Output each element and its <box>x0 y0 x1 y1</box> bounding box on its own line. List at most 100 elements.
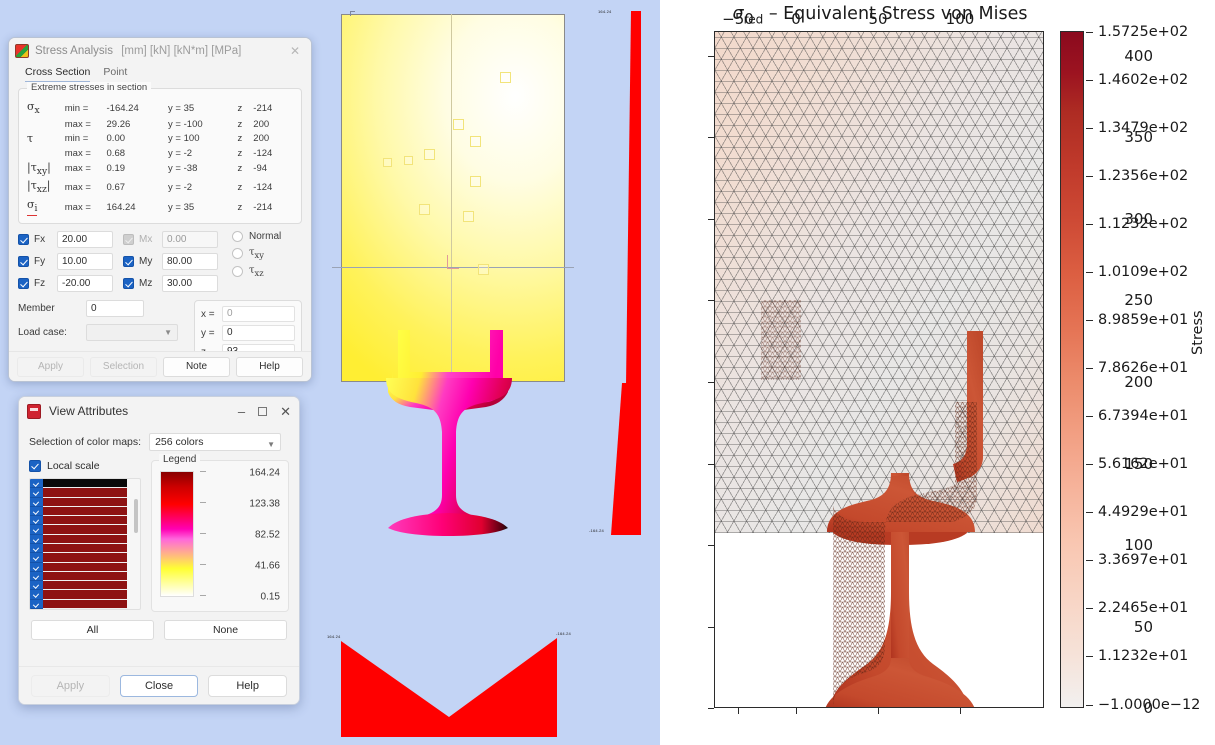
row-y: y = -38 <box>168 163 198 175</box>
colorbar-tick-label: 1.5725e+02 <box>1098 24 1189 40</box>
y-tick-label: 350 <box>1124 128 1153 146</box>
apply-button[interactable]: Apply <box>31 674 110 697</box>
list-item[interactable] <box>43 534 127 544</box>
moment-row-mz: Mz 30.00 <box>123 275 218 293</box>
list-item-checkbox[interactable] <box>30 600 43 609</box>
plot-axes[interactable] <box>714 31 1044 708</box>
list-item[interactable] <box>43 553 127 563</box>
row-y: y = 35 <box>168 201 195 213</box>
selection-button[interactable]: Selection <box>90 356 157 377</box>
list-item[interactable] <box>43 516 127 526</box>
list-item-checkbox[interactable] <box>30 572 43 582</box>
tab-point[interactable]: Point <box>103 66 128 78</box>
tab-cross-section[interactable]: Cross Section <box>25 66 91 82</box>
input-fx[interactable]: 20.00 <box>57 231 113 249</box>
list-item-checkbox[interactable] <box>30 488 43 498</box>
input-mz[interactable]: 30.00 <box>162 275 218 293</box>
list-item[interactable] <box>43 506 127 517</box>
legend-colorbar <box>160 471 194 597</box>
member-input[interactable]: 0 <box>86 300 144 318</box>
view-attributes-title: View Attributes <box>49 404 129 418</box>
list-item[interactable] <box>43 581 127 591</box>
list-item[interactable] <box>43 571 127 582</box>
checkbox-local-scale[interactable] <box>29 460 41 472</box>
radio-tau-xz[interactable] <box>232 266 243 278</box>
list-item-checkbox[interactable] <box>30 553 43 563</box>
stress-dialog-buttonbar: Apply Selection Note Help <box>9 351 311 381</box>
minimize-icon[interactable]: – <box>237 403 246 419</box>
diagram-value-label: -164.24 <box>589 528 604 533</box>
view-attributes-titlebar[interactable]: View Attributes – ✕ <box>19 397 299 425</box>
list-item-checkbox[interactable] <box>30 544 43 554</box>
checkbox-fz[interactable] <box>18 278 29 290</box>
row-y: y = -2 <box>168 182 193 194</box>
row-kind: max = <box>64 163 91 175</box>
colormap-list-checkboxes[interactable] <box>30 479 43 609</box>
list-item[interactable] <box>43 525 127 535</box>
close-icon[interactable]: ✕ <box>280 403 291 419</box>
input-mx[interactable]: 0.00 <box>162 231 218 249</box>
radio-normal[interactable] <box>232 231 243 243</box>
list-item-checkbox[interactable] <box>30 525 43 535</box>
checkbox-fx[interactable] <box>18 234 29 246</box>
loadcase-row: Load case: ▼ <box>18 324 186 342</box>
list-item-checkbox[interactable] <box>30 498 43 507</box>
maximize-icon[interactable] <box>258 406 268 416</box>
list-item-checkbox[interactable] <box>30 590 43 600</box>
view-attributes-dialog[interactable]: View Attributes – ✕ Selection of color m… <box>18 396 300 705</box>
none-button[interactable]: None <box>164 620 287 640</box>
list-item-checkbox[interactable] <box>30 581 43 591</box>
close-icon[interactable]: ✕ <box>289 44 300 58</box>
list-item[interactable] <box>43 488 127 498</box>
help-button[interactable]: Help <box>236 356 303 377</box>
list-item-checkbox[interactable] <box>30 563 43 572</box>
colormap-list[interactable] <box>29 478 141 610</box>
list-item-checkbox[interactable] <box>30 479 43 489</box>
note-button[interactable]: Note <box>163 356 230 377</box>
list-item[interactable] <box>43 590 127 600</box>
apply-button[interactable]: Apply <box>17 356 84 377</box>
stress-analysis-dialog[interactable]: Stress Analysis [mm] [kN] [kN*m] [MPa] ✕… <box>8 37 312 382</box>
y-tick <box>708 56 714 58</box>
legend-value: 41.66 <box>254 560 280 572</box>
checkbox-fy[interactable] <box>18 256 29 268</box>
all-button[interactable]: All <box>31 620 154 640</box>
loadcase-select[interactable]: ▼ <box>86 324 178 342</box>
checkbox-mx[interactable] <box>123 234 134 246</box>
input-my[interactable]: 80.00 <box>162 253 218 271</box>
checkbox-mz[interactable] <box>123 278 134 290</box>
row-y: y = 35 <box>168 102 195 114</box>
colormap-select[interactable]: 256 colors ▼ <box>149 433 282 451</box>
list-item-checkbox[interactable] <box>30 535 43 544</box>
coord-input-y[interactable]: 0 <box>222 325 295 342</box>
checkbox-my[interactable] <box>123 256 134 268</box>
list-item[interactable] <box>43 479 127 489</box>
help-button[interactable]: Help <box>208 674 288 697</box>
y-tick-label: 400 <box>1124 47 1153 65</box>
y-tick-label: 150 <box>1124 455 1153 473</box>
list-item-checkbox[interactable] <box>30 507 43 517</box>
input-fz[interactable]: -20.00 <box>57 275 113 293</box>
stress-dialog-titlebar[interactable]: Stress Analysis [mm] [kN] [kN*m] [MPa] ✕ <box>9 38 311 64</box>
list-item[interactable] <box>43 543 127 554</box>
radio-tau-xy[interactable] <box>232 248 243 260</box>
cad-viewport[interactable]: 164.24 -164.24 164.24 -164.24 Stress Ana… <box>0 0 660 745</box>
row-kind: min = <box>64 102 89 114</box>
list-item-checkbox[interactable] <box>30 516 43 526</box>
node-marker <box>470 176 481 187</box>
list-item[interactable] <box>43 599 127 609</box>
view-attributes-buttonbar: Apply Close Help <box>19 666 299 704</box>
list-item[interactable] <box>43 497 127 507</box>
coord-row-x: x = 0 <box>201 306 295 323</box>
input-fy[interactable]: 10.00 <box>57 253 113 271</box>
coord-input-x[interactable]: 0 <box>222 306 295 323</box>
forces-area: Fx 20.00 Fy 10.00 Fz -20.00 <box>18 231 302 293</box>
close-button[interactable]: Close <box>119 674 199 697</box>
list-item[interactable] <box>43 562 127 572</box>
scrollbar-thumb[interactable] <box>134 499 138 533</box>
refined-mesh-patches <box>761 300 801 380</box>
plot-title: σred – Equivalent Stress von Mises <box>660 4 1100 27</box>
colorbar-axis-label: Stress <box>1190 310 1206 355</box>
x-tick-label: 0 <box>791 10 801 28</box>
y-tick-label: 200 <box>1124 373 1153 391</box>
